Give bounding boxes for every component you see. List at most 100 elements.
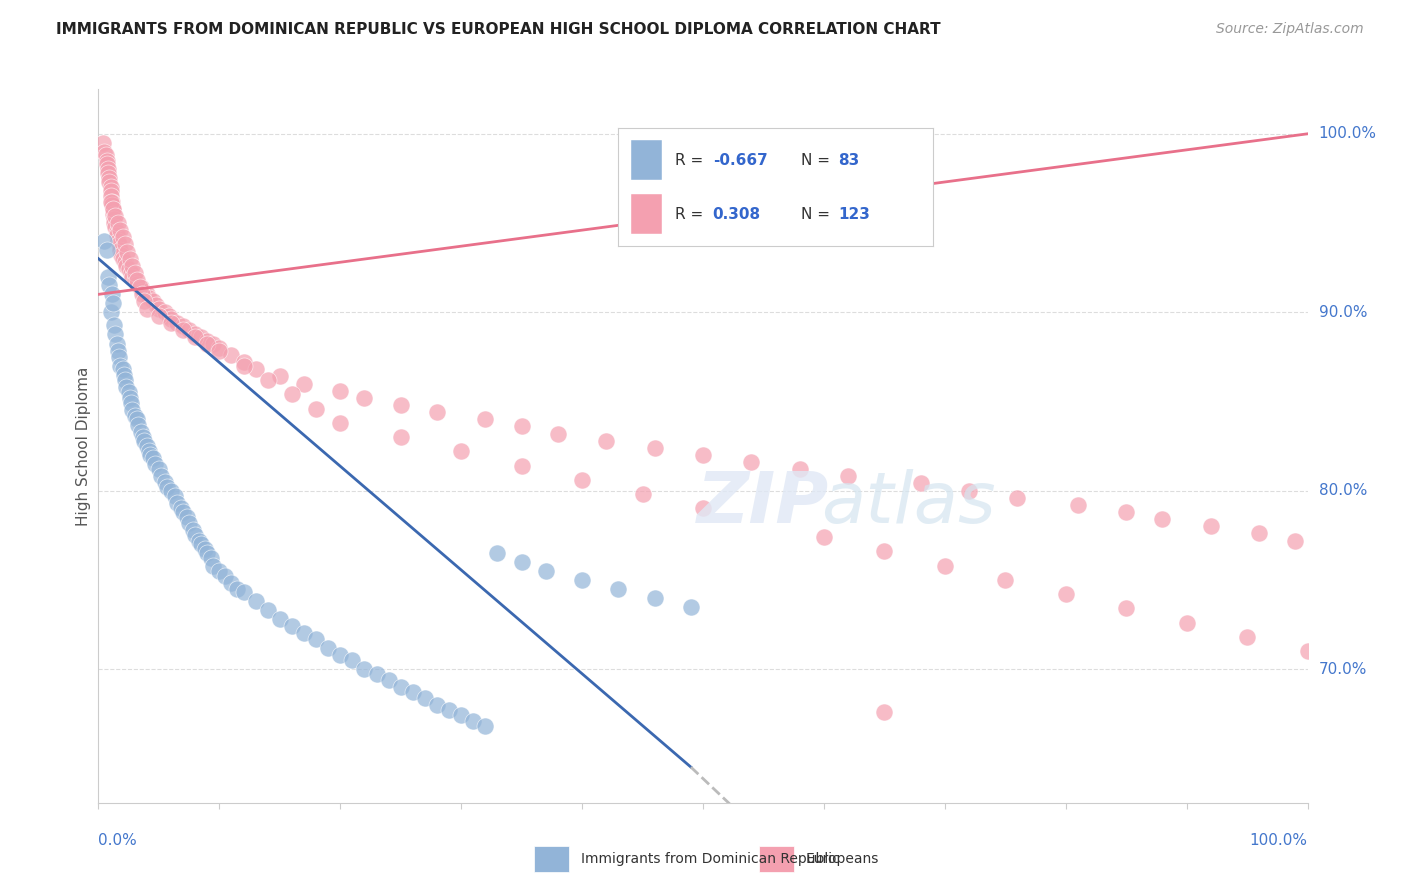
Text: 90.0%: 90.0% — [1319, 305, 1367, 319]
Point — [208, 564, 231, 578]
Point — [256, 603, 278, 617]
Point — [127, 417, 149, 432]
Text: 80.0%: 80.0% — [1319, 483, 1367, 498]
Point — [873, 705, 896, 719]
Point — [292, 376, 315, 391]
Point — [202, 337, 225, 351]
Text: ZIP: ZIP — [697, 468, 830, 538]
Point — [389, 398, 412, 412]
Point — [281, 619, 304, 633]
Point — [96, 243, 118, 257]
Point — [402, 685, 425, 699]
Point — [172, 319, 194, 334]
Point — [1284, 533, 1306, 548]
Point — [160, 316, 183, 330]
Point — [100, 184, 122, 198]
Point — [957, 483, 980, 498]
Point — [100, 198, 122, 212]
Point — [232, 585, 254, 599]
Point — [195, 334, 218, 348]
Point — [129, 425, 152, 439]
Point — [114, 255, 136, 269]
Point — [98, 278, 121, 293]
Point — [195, 546, 218, 560]
Point — [269, 612, 291, 626]
Point — [103, 318, 125, 332]
Point — [108, 223, 131, 237]
Point — [103, 216, 125, 230]
Point — [101, 202, 124, 216]
Point — [135, 287, 157, 301]
Point — [114, 373, 136, 387]
Point — [132, 430, 155, 444]
Point — [111, 230, 134, 244]
Point — [208, 344, 231, 359]
Point — [329, 384, 352, 398]
Point — [463, 714, 485, 728]
Point — [172, 323, 194, 337]
Point — [104, 219, 127, 234]
Point — [1249, 526, 1271, 541]
Point — [1296, 644, 1319, 658]
Point — [103, 212, 125, 227]
Point — [316, 640, 339, 655]
Point — [127, 273, 149, 287]
Point — [121, 269, 143, 284]
Point — [226, 582, 249, 596]
Text: 83: 83 — [838, 153, 859, 168]
Point — [108, 359, 131, 373]
Point — [910, 476, 932, 491]
Point — [1152, 512, 1174, 526]
Point — [353, 662, 375, 676]
Point — [353, 391, 375, 405]
Point — [96, 157, 118, 171]
Point — [139, 448, 162, 462]
Point — [114, 237, 136, 252]
Point — [135, 301, 157, 316]
Point — [108, 237, 131, 252]
Point — [437, 703, 460, 717]
Point — [142, 294, 165, 309]
Point — [450, 708, 472, 723]
Point — [96, 153, 118, 168]
Y-axis label: High School Diploma: High School Diploma — [76, 367, 91, 525]
Point — [607, 582, 630, 596]
Point — [129, 280, 152, 294]
Point — [124, 409, 146, 423]
Text: 123: 123 — [838, 207, 870, 222]
Point — [813, 530, 835, 544]
Point — [105, 337, 128, 351]
Point — [118, 385, 141, 400]
Point — [571, 573, 593, 587]
Point — [190, 537, 212, 551]
Point — [221, 348, 243, 362]
Point — [1054, 587, 1077, 601]
Point — [342, 653, 364, 667]
Point — [187, 533, 209, 548]
Point — [679, 599, 702, 614]
Point — [1199, 519, 1222, 533]
Point — [105, 225, 128, 239]
Point — [426, 698, 449, 712]
Point — [98, 171, 121, 186]
Point — [118, 262, 141, 277]
Point — [740, 455, 762, 469]
Point — [101, 207, 124, 221]
Point — [138, 444, 160, 458]
Point — [194, 542, 217, 557]
Point — [148, 462, 170, 476]
Point — [510, 419, 533, 434]
Point — [107, 216, 129, 230]
Point — [208, 341, 231, 355]
Point — [190, 330, 212, 344]
Point — [195, 337, 218, 351]
Point — [269, 369, 291, 384]
Point — [101, 202, 124, 216]
Point — [389, 430, 412, 444]
Point — [107, 234, 129, 248]
Point — [281, 387, 304, 401]
Point — [177, 516, 201, 530]
Point — [1175, 615, 1198, 630]
Point — [181, 523, 204, 537]
Point — [163, 489, 186, 503]
